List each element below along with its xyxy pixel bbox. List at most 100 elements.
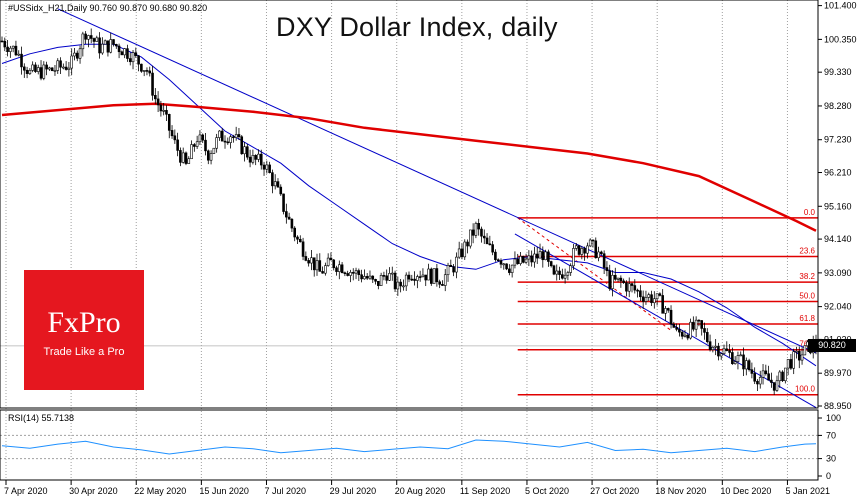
candle-body <box>452 266 455 273</box>
candle-body <box>524 258 528 263</box>
candle-body <box>474 223 478 236</box>
candle-body <box>134 52 138 57</box>
x-tick-label: 20 Aug 2020 <box>395 486 446 496</box>
candle-body <box>237 134 241 138</box>
main-plot-border <box>0 0 819 409</box>
candle-body <box>25 69 29 74</box>
candle-body <box>535 253 539 259</box>
candle-body <box>482 235 486 239</box>
candle-body <box>31 64 34 71</box>
candle-body <box>502 263 506 266</box>
candle-body <box>686 334 690 339</box>
candle-body <box>142 70 146 72</box>
candle-body <box>627 283 631 292</box>
candle-body <box>20 53 23 68</box>
y-tick-label: 88.950 <box>824 401 852 411</box>
candle-body <box>538 251 542 259</box>
candle-body <box>371 275 375 280</box>
candle-body <box>611 274 614 289</box>
candle-body <box>736 355 740 362</box>
candle-body <box>234 134 238 138</box>
candle-body <box>301 241 305 257</box>
candle-body <box>469 229 472 247</box>
candle-body <box>257 153 260 160</box>
candle-body <box>240 136 244 155</box>
candle-body <box>268 164 271 173</box>
candle-body <box>719 353 723 357</box>
candle-body <box>772 382 776 391</box>
x-tick-label: 27 Oct 2020 <box>590 486 639 496</box>
candle-body <box>555 270 559 275</box>
candle-body <box>246 146 249 158</box>
candle-body <box>73 52 76 57</box>
candle-body <box>455 256 458 273</box>
candle-body <box>421 274 425 278</box>
candle-body <box>430 268 433 284</box>
candle-body <box>282 193 285 212</box>
candle-body <box>360 274 363 280</box>
candle-body <box>156 98 160 106</box>
candle-body <box>368 275 372 279</box>
candle-body <box>697 319 701 322</box>
candle-body <box>128 58 132 63</box>
candle-body <box>259 153 263 166</box>
candle-body <box>251 155 255 163</box>
candle-body <box>449 265 453 267</box>
candle-body <box>496 259 500 261</box>
fib-level-label: 23.6 <box>799 246 815 255</box>
candle-body <box>84 33 87 40</box>
candle-body <box>797 350 801 361</box>
candle-body <box>731 352 734 365</box>
candle-body <box>17 53 21 56</box>
candle-body <box>248 156 252 163</box>
candle-body <box>552 265 556 275</box>
candle-body <box>28 70 32 74</box>
candle-body <box>586 245 589 254</box>
candle-body <box>179 150 182 163</box>
candle-body <box>722 348 726 355</box>
candle-body <box>477 223 480 230</box>
candle-body <box>616 277 620 280</box>
candle-body <box>204 139 207 152</box>
candle-body <box>365 276 369 279</box>
candle-body <box>588 239 592 247</box>
candle-body <box>357 270 361 276</box>
candle-body <box>658 293 662 296</box>
x-tick-label: 7 Apr 2020 <box>4 486 48 496</box>
y-tick-label: 101.400 <box>824 1 857 11</box>
candle-body <box>558 270 561 275</box>
candle-body <box>298 238 302 243</box>
candle-body <box>641 296 645 302</box>
x-tick-label: 18 Nov 2020 <box>655 486 706 496</box>
candle-body <box>580 248 584 255</box>
chart-title: DXY Dollar Index, daily <box>276 12 558 42</box>
candle-body <box>243 146 246 155</box>
candle-body <box>733 361 737 365</box>
candle-body <box>162 110 165 112</box>
current-price-tag: 90.820 <box>808 339 856 352</box>
y-tick-label: 89.970 <box>824 368 852 378</box>
candle-body <box>98 37 101 54</box>
ma-slow-line <box>1 102 817 232</box>
candle-body <box>312 257 316 271</box>
candle-body <box>382 275 386 277</box>
candle-body <box>692 321 695 330</box>
candle-body <box>435 268 439 283</box>
candle-body <box>778 371 782 382</box>
candle-body <box>223 140 227 143</box>
candle-body <box>220 130 224 142</box>
candle-body <box>11 45 15 49</box>
candle-body <box>530 255 533 263</box>
candle-body <box>62 66 65 69</box>
x-tick-label: 11 Sep 2020 <box>460 486 510 496</box>
candle-body <box>441 283 444 286</box>
candle-body <box>803 345 807 356</box>
candle-body <box>290 218 294 229</box>
candle-body <box>725 348 729 351</box>
candle-body <box>705 332 709 342</box>
candle-body <box>273 181 277 187</box>
candle-body <box>349 272 352 276</box>
candle-body <box>775 380 779 391</box>
fib-trend-line <box>517 217 672 331</box>
